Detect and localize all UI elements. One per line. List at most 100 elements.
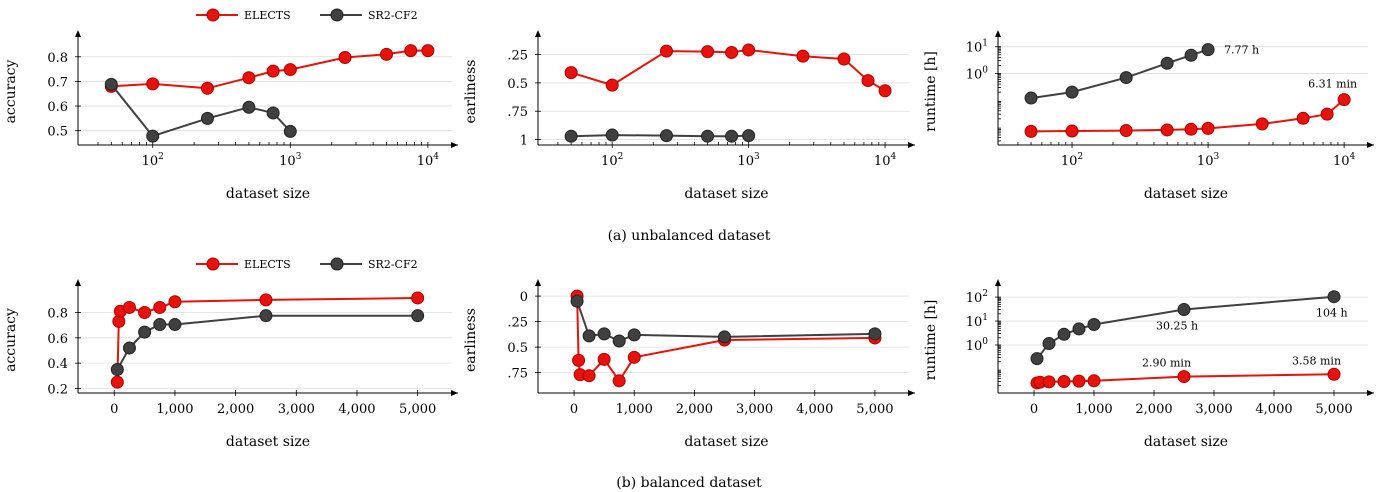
legend-label-electects-b: ELECTS xyxy=(244,258,291,271)
data-point-electects xyxy=(861,74,875,88)
data-point-electects xyxy=(1320,107,1334,121)
x-axis-arrow xyxy=(1367,142,1374,148)
data-point-electects xyxy=(605,78,619,92)
data-point-sr2cf2 xyxy=(242,100,256,114)
data-point-electects xyxy=(1184,122,1198,136)
y-tick-label: 0.8 xyxy=(47,307,68,322)
data-point-electects xyxy=(1327,367,1341,381)
data-point-sr2cf2 xyxy=(1177,303,1191,317)
data-point-electects xyxy=(338,51,352,65)
x-tick-label: 4,000 xyxy=(796,402,833,417)
data-point-electects xyxy=(242,71,256,85)
data-point-electects xyxy=(564,66,578,80)
x-tick-label: 102 xyxy=(1061,152,1083,169)
data-point-sr2cf2 xyxy=(146,129,160,143)
x-axis-arrow xyxy=(451,142,458,148)
data-point-electects xyxy=(110,375,124,389)
y-tick-label: 0.6 xyxy=(47,100,68,115)
x-tick-label: 4,000 xyxy=(338,402,375,417)
y-tick-label: 0.5 xyxy=(507,341,528,356)
chart-b3: 100 101 102 0 1,000 2,000 3,000 4,000 5,000 datas… xyxy=(923,279,1374,450)
x-axis-arrow xyxy=(451,390,458,396)
legend-marker-sr2cf2-b xyxy=(330,257,344,271)
chart-b1: 0.2 0.4 0.6 0.8 0 1,000 2,000 3,000 4,000 5,000 da… xyxy=(3,279,458,450)
data-point-electects xyxy=(122,300,136,314)
data-point-sr2cf2 xyxy=(1087,317,1101,331)
data-point-electects xyxy=(1087,374,1101,388)
data-point-sr2cf2 xyxy=(612,334,626,348)
data-point-electects xyxy=(138,306,152,320)
x-axis-label: dataset size xyxy=(1144,186,1228,202)
data-point-sr2cf2 xyxy=(283,124,297,138)
data-point-electects xyxy=(1177,370,1191,384)
x-tick-label: 102 xyxy=(142,152,164,169)
data-point-sr2cf2 xyxy=(259,309,273,323)
y-tick-label: 0.5 xyxy=(507,77,528,92)
data-point-electects xyxy=(582,369,596,383)
data-point-electects xyxy=(259,293,273,307)
data-point-electects xyxy=(701,45,715,59)
x-axis-arrow xyxy=(908,390,915,396)
data-point-electects xyxy=(153,300,167,314)
x-axis-label: dataset size xyxy=(684,186,768,202)
y-axis-arrow xyxy=(995,30,1001,37)
data-point-electects xyxy=(659,44,673,58)
x-tick-label: 1,000 xyxy=(616,402,653,417)
data-point-sr2cf2 xyxy=(153,318,167,332)
data-point-electects xyxy=(411,291,425,305)
x-tick-label: 1,000 xyxy=(1075,402,1112,417)
x-tick-label: 0 xyxy=(570,402,578,417)
x-tick-label: 3,000 xyxy=(1195,402,1232,417)
data-point-sr2cf2 xyxy=(1042,337,1056,351)
x-tick-label: 103 xyxy=(737,152,760,169)
legend-bottom: ELECTS SR2-CF2 xyxy=(196,257,418,271)
data-point-sr2cf2 xyxy=(1024,91,1038,105)
y-tick-label: 102 xyxy=(966,289,988,306)
legend-label-sr2cf2: SR2-CF2 xyxy=(368,9,418,22)
series-line-electects xyxy=(111,49,428,90)
series-line-sr2cf2 xyxy=(1030,48,1209,100)
x-axis-label: dataset size xyxy=(226,186,310,202)
y-tick-label: 0.5 xyxy=(47,125,68,140)
x-axis-arrow xyxy=(908,142,915,148)
data-label: 30.25 h xyxy=(1156,320,1198,333)
data-point-sr2cf2 xyxy=(701,129,715,143)
data-point-sr2cf2 xyxy=(742,129,756,143)
data-point-electects xyxy=(725,45,739,59)
data-point-electects xyxy=(404,44,418,58)
x-tick-label: 2,000 xyxy=(1135,402,1172,417)
y-tick-label: 0.7 xyxy=(47,75,68,90)
x-tick-label: 104 xyxy=(417,152,440,169)
y-axis-label: runtime [h] xyxy=(923,51,939,132)
data-point-sr2cf2 xyxy=(104,77,118,91)
y-tick-label: 0.2 xyxy=(47,382,68,397)
y-tick-label: 0.4 xyxy=(47,357,68,372)
data-point-sr2cf2 xyxy=(725,129,739,143)
data-point-sr2cf2 xyxy=(659,129,673,143)
data-point-electects xyxy=(379,47,393,61)
y-axis-arrow xyxy=(995,279,1001,286)
legend-marker-electects-b xyxy=(206,257,220,271)
y-tick-label: 0.6 xyxy=(47,332,68,347)
caption-unbalanced: (a) unbalanced dataset xyxy=(608,228,771,244)
data-point-electects xyxy=(612,374,626,388)
data-point-electects xyxy=(1255,117,1269,131)
y-axis-label: runtime [h] xyxy=(923,300,939,381)
y-axis-arrow xyxy=(535,30,541,37)
x-tick-label: 103 xyxy=(279,152,302,169)
data-point-sr2cf2 xyxy=(717,330,731,344)
y-tick-label: .25 xyxy=(507,48,528,63)
data-point-electects xyxy=(627,350,641,364)
data-point-electects xyxy=(266,64,280,78)
x-tick-label: 4,000 xyxy=(1255,402,1292,417)
data-point-electects xyxy=(1072,374,1086,388)
data-point-electects xyxy=(1160,123,1174,137)
series-line-electects xyxy=(1031,98,1345,133)
series-line-sr2cf2 xyxy=(571,134,749,138)
data-point-sr2cf2 xyxy=(411,309,425,323)
x-tick-label: 103 xyxy=(1197,152,1220,169)
data-label: 2.90 min xyxy=(1142,357,1191,370)
data-point-electects xyxy=(283,63,297,77)
x-tick-label: 3,000 xyxy=(278,402,315,417)
x-tick-label: 102 xyxy=(601,152,623,169)
